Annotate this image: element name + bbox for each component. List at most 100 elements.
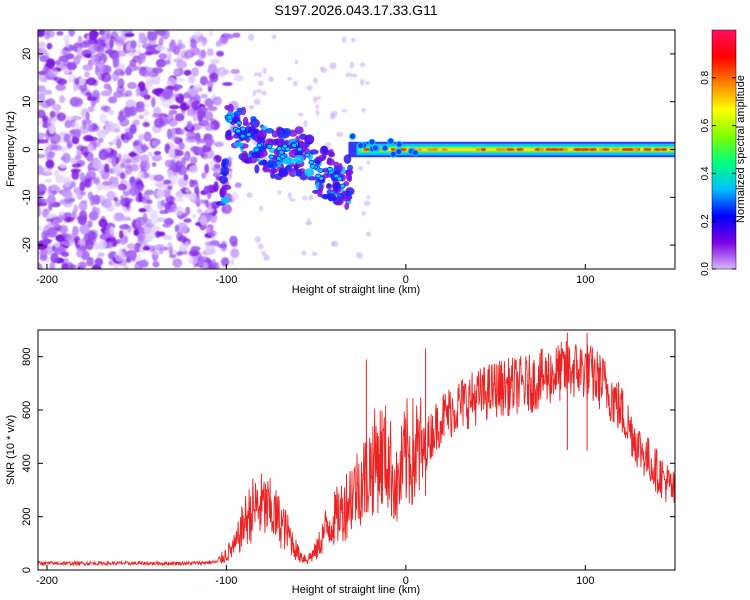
noise-blob [201,37,207,47]
noise-blob [214,141,224,147]
snr-y-tick-label: 0 [21,567,33,573]
snr-y-label: SNR (10 * v/v) [5,415,17,485]
noise-blob [200,93,208,99]
noise-blob [105,121,116,132]
noise-blob [141,69,150,78]
signal-blob [320,145,329,154]
noise-blob [135,218,143,228]
noise-blob [151,154,163,162]
signal-blob [256,136,265,142]
noise-blob [209,213,218,224]
signal-blob [293,154,304,165]
figure-title: S197.2026.043.17.33.G11 [274,2,437,18]
noise-blob [205,138,213,147]
noise-blob [168,118,178,127]
noise-blob [104,45,111,51]
noise-blob [190,192,197,203]
noise-blob [87,163,92,172]
noise-speckle [253,98,261,106]
noise-blob [142,246,151,251]
signal-bright-blob [236,120,243,126]
carrier-peak [429,148,439,151]
noise-blob [55,174,65,184]
noise-blob [82,64,93,71]
noise-blob [78,200,88,212]
carrier-onset-blob [387,137,395,145]
noise-speckle [351,37,356,43]
signal-blob [269,160,278,169]
noise-blob [62,152,71,164]
snr-frame [37,329,676,571]
noise-blob [169,104,180,110]
noise-blob [125,165,133,175]
noise-blob [166,128,173,140]
noise-blob [50,252,59,264]
noise-blob [45,178,53,183]
noise-speckle [254,236,261,243]
noise-blob [232,32,241,38]
noise-blob [38,132,46,138]
signal-bright-blob [284,146,291,152]
carrier-peak [588,148,598,151]
noise-blob [199,75,209,86]
snr-y-tick-label: 800 [21,347,33,365]
noise-blob [158,53,168,60]
noise-blob [77,216,87,225]
noise-blob [100,72,112,83]
snr-x-tick-label: -100 [215,575,237,587]
noise-blob [56,112,67,122]
carrier-peak [549,148,557,151]
noise-blob [74,128,82,139]
carrier-peak [602,148,610,151]
spectrogram-y-tick-label: -20 [21,237,33,253]
noise-blob [92,243,101,250]
noise-speckle [253,72,258,76]
noise-blob [174,113,185,122]
signal-bright-blob [239,133,246,139]
noise-blob [42,115,49,121]
noise-speckle [313,96,318,103]
noise-blob [125,99,137,108]
carrier-peak [573,148,580,151]
noise-blob [41,230,49,241]
noise-speckle [301,250,307,256]
spectrogram-x-label: Height of straight line (km) [292,284,420,296]
noise-blob [164,159,173,168]
noise-blob [190,46,200,56]
noise-blob [124,90,133,97]
noise-blob [207,79,214,90]
noise-blob [63,177,72,188]
noise-speckle [341,109,348,113]
noise-blob [189,165,199,174]
noise-speckle [325,142,332,147]
noise-speckle [359,62,366,67]
noise-blob [145,223,155,228]
noise-blob [185,188,191,193]
noise-blob [173,83,180,92]
noise-blob [188,250,200,257]
noise-blob [149,228,157,240]
noise-blob [162,179,172,185]
noise-blob [144,51,153,56]
noise-blob [169,254,177,259]
noise-speckle [259,205,264,212]
noise-blob [211,258,217,268]
noise-blob [87,230,96,241]
signal-blob [241,150,249,161]
signal-blob [278,167,288,177]
signal-bright-blob [276,146,283,152]
noise-blob [138,114,145,120]
noise-speckle [261,90,267,96]
carrier-onset-blob [381,144,389,152]
noise-blob [113,196,119,202]
noise-speckle [286,76,293,81]
noise-blob [98,149,109,161]
carrier-peak [580,148,588,151]
noise-blob [75,116,80,121]
noise-blob [206,207,215,213]
noise-blob [163,59,171,65]
noise-blob [118,109,129,120]
noise-blob [168,109,178,115]
noise-blob [167,53,172,62]
noise-blob [127,51,136,57]
